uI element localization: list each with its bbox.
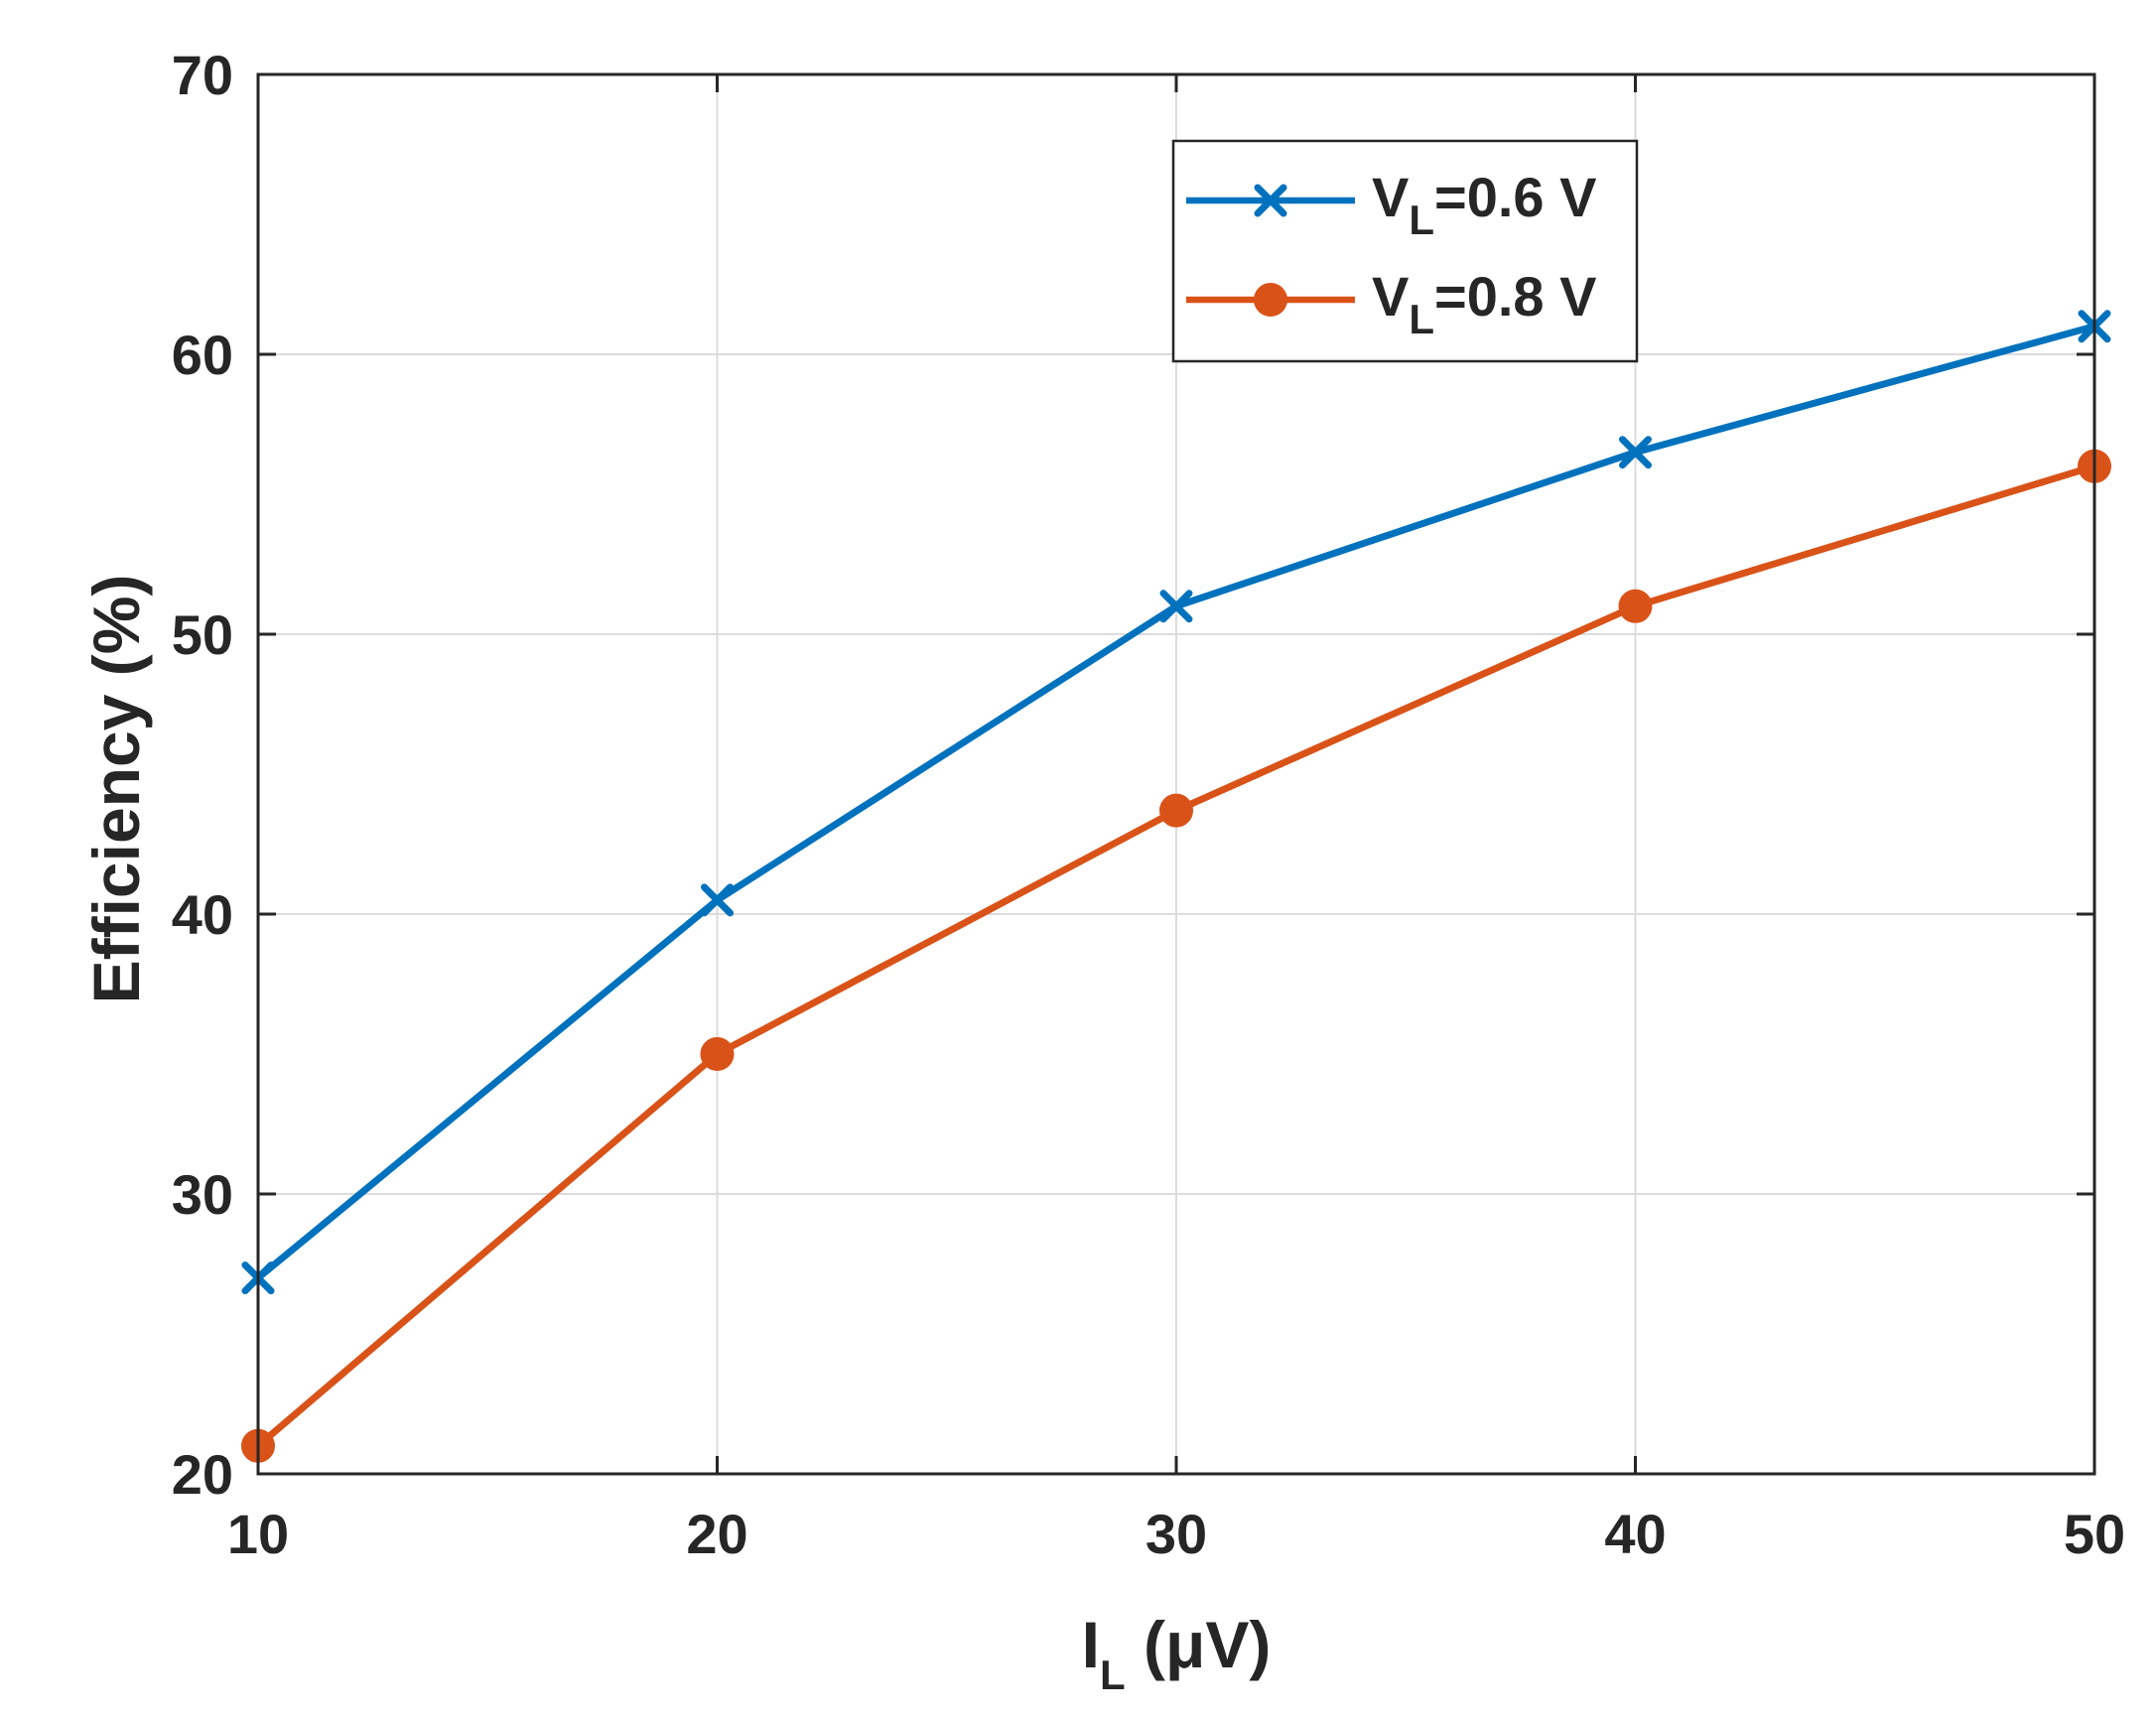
legend-marker-shape <box>1254 184 1287 217</box>
x-axis-label-main: I <box>1082 1608 1100 1681</box>
y-tick-label: 30 <box>172 1163 233 1226</box>
x-marker-stroke <box>1619 436 1652 469</box>
legend-label-series-2-rest: =0.8 V <box>1434 265 1596 328</box>
legend: VL=0.6 V VL=0.8 V <box>1171 139 1639 363</box>
data-point-series-1 <box>1619 436 1652 469</box>
x-tick-label: 30 <box>1145 1503 1207 1565</box>
legend-label-series-2-sub: L <box>1409 296 1434 342</box>
legend-x-marker-icon <box>1254 184 1287 217</box>
x-marker-stroke <box>1254 184 1287 217</box>
x-axis-label: IL (μV) <box>1082 1608 1272 1698</box>
legend-entry-series-1: VL=0.6 V <box>1186 166 1596 243</box>
legend-label-series-1: VL=0.6 V <box>1372 166 1596 243</box>
data-point-series-2 <box>1159 793 1193 828</box>
x-tick-label: 10 <box>227 1503 289 1565</box>
legend-label-series-2-main: V <box>1372 265 1409 328</box>
legend-circle-marker-icon <box>1254 283 1287 317</box>
y-tick-label: 70 <box>172 44 233 106</box>
x-tick-label: 50 <box>2064 1503 2125 1565</box>
x-axis-label-subscript: L <box>1100 1652 1126 1698</box>
data-point-series-1 <box>701 883 734 917</box>
legend-label-series-1-main: V <box>1372 166 1409 228</box>
y-axis-label: Efficiency (%) <box>79 575 153 1004</box>
legend-box <box>1171 139 1639 363</box>
legend-label-series-1-sub: L <box>1409 197 1434 243</box>
x-marker-stroke <box>1159 590 1193 623</box>
x-tick-label: 20 <box>686 1503 747 1565</box>
legend-marker-shape <box>1254 283 1287 317</box>
y-tick-label: 50 <box>172 603 233 666</box>
x-marker-stroke <box>701 883 734 917</box>
data-point-series-2 <box>1618 589 1653 623</box>
y-tick-label: 20 <box>172 1443 233 1506</box>
legend-label-series-1-rest: =0.6 V <box>1434 166 1596 228</box>
x-axis-label-unit: (μV) <box>1126 1608 1272 1681</box>
y-tick-label: 40 <box>172 883 233 946</box>
legend-entry-series-2: VL=0.8 V <box>1186 265 1596 342</box>
y-tick-label: 60 <box>172 324 233 386</box>
x-tick-label: 40 <box>1604 1503 1666 1565</box>
legend-label-series-2: VL=0.8 V <box>1372 265 1596 342</box>
axes-layer <box>256 72 2096 1476</box>
data-point-series-2 <box>700 1037 735 1071</box>
data-point-series-1 <box>1159 590 1193 623</box>
